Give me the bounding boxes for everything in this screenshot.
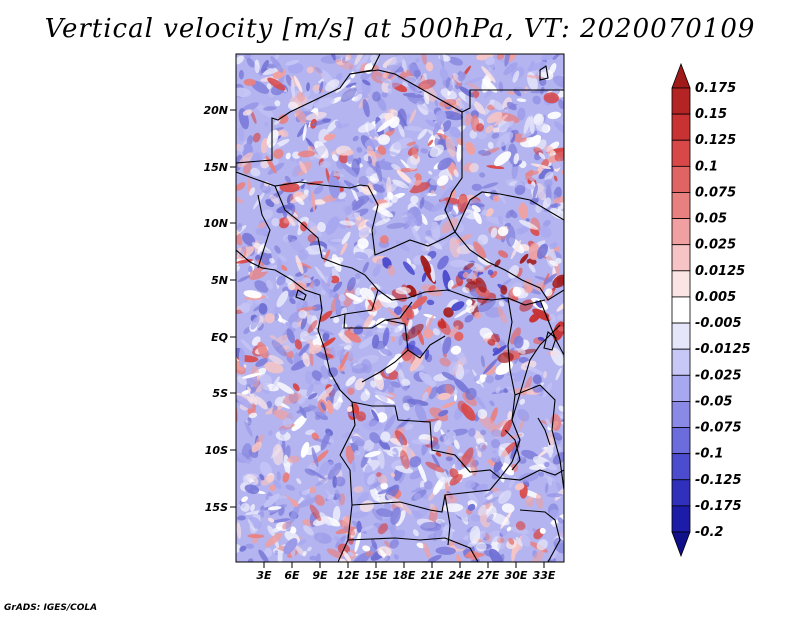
lon-label: 9E bbox=[312, 569, 328, 582]
lon-label: 15E bbox=[365, 569, 388, 582]
colorbar-label: -0.1 bbox=[695, 447, 723, 462]
colorbar-top-arrow bbox=[671, 62, 691, 89]
lon-label: 3E bbox=[256, 569, 272, 582]
colorbar-swatch bbox=[671, 374, 691, 402]
lon-label: 6E bbox=[284, 569, 300, 582]
colorbar-label: -0.0125 bbox=[695, 342, 751, 357]
map-frame bbox=[235, 53, 565, 563]
colorbar-swatch bbox=[671, 139, 691, 167]
colorbar-label: -0.175 bbox=[695, 499, 742, 514]
colorbar-swatch bbox=[671, 505, 691, 533]
footer-credit: GrADS: IGES/COLA bbox=[4, 603, 98, 613]
colorbar-label: 0.175 bbox=[695, 81, 736, 96]
colorbar-label: -0.125 bbox=[695, 473, 742, 488]
colorbar-swatch bbox=[671, 453, 691, 481]
colorbar-swatch bbox=[671, 218, 691, 246]
colorbar-label: 0.1 bbox=[695, 159, 718, 174]
map-title: Vertical velocity [m/s] at 500hPa, VT: 2… bbox=[44, 14, 756, 44]
lon-label: 24E bbox=[449, 569, 472, 582]
colorbar-label: -0.2 bbox=[695, 525, 723, 540]
colorbar-label: 0.0125 bbox=[695, 264, 745, 279]
colorbar-label: -0.05 bbox=[695, 394, 732, 409]
colorbar-swatch bbox=[671, 401, 691, 428]
colorbar-label: 0.15 bbox=[695, 107, 727, 122]
colorbar-swatch bbox=[671, 270, 691, 298]
colorbar-label: 0.075 bbox=[695, 185, 736, 200]
lon-label: 30E bbox=[505, 569, 528, 582]
colorbar-swatch bbox=[671, 348, 691, 376]
colorbar-label: -0.025 bbox=[695, 368, 742, 383]
velocity-field bbox=[236, 54, 564, 562]
lon-label: 12E bbox=[337, 569, 360, 582]
latitude-axis: 20N 15N 10N 5N EQ 5S 10S 15S bbox=[203, 104, 236, 514]
lat-label: 20N bbox=[203, 104, 228, 117]
colorbar-swatch bbox=[671, 192, 691, 219]
lat-label: 10N bbox=[203, 217, 228, 230]
country-boundaries bbox=[236, 54, 564, 562]
colorbar-label: 0.125 bbox=[695, 133, 736, 148]
colorbar-swatch bbox=[671, 427, 691, 455]
colorbar-label: -0.005 bbox=[695, 316, 742, 331]
colorbar-swatch bbox=[671, 165, 691, 193]
colorbar-label: -0.075 bbox=[695, 421, 742, 436]
lat-label: 10S bbox=[205, 444, 228, 457]
colorbar-swatch bbox=[671, 296, 691, 324]
colorbar-label: 0.05 bbox=[695, 212, 727, 227]
lat-label: 15N bbox=[203, 161, 228, 174]
colorbar: 0.175 0.15 0.125 0.1 0.075 0.05 0.025 0.0125 0.0… bbox=[671, 62, 751, 558]
lat-label: 5N bbox=[211, 274, 228, 287]
lon-label: 21E bbox=[421, 569, 444, 582]
lon-label: 27E bbox=[477, 569, 500, 582]
longitude-axis: 3E 6E 9E 12E 15E 18E 21E 24E 27E 30E 33E bbox=[256, 562, 556, 582]
colorbar-swatch bbox=[671, 322, 691, 350]
lat-label: 5S bbox=[212, 387, 228, 400]
lon-label: 33E bbox=[533, 569, 556, 582]
colorbar-label: 0.005 bbox=[695, 290, 736, 305]
lon-label: 18E bbox=[393, 569, 416, 582]
lat-label: 15S bbox=[205, 501, 228, 514]
colorbar-label: 0.025 bbox=[695, 238, 736, 253]
colorbar-swatch bbox=[671, 244, 691, 272]
lat-label: EQ bbox=[211, 331, 228, 344]
colorbar-bottom-arrow bbox=[671, 531, 691, 558]
colorbar-swatch bbox=[671, 87, 691, 115]
colorbar-swatch bbox=[671, 113, 691, 141]
colorbar-swatch bbox=[671, 479, 691, 507]
